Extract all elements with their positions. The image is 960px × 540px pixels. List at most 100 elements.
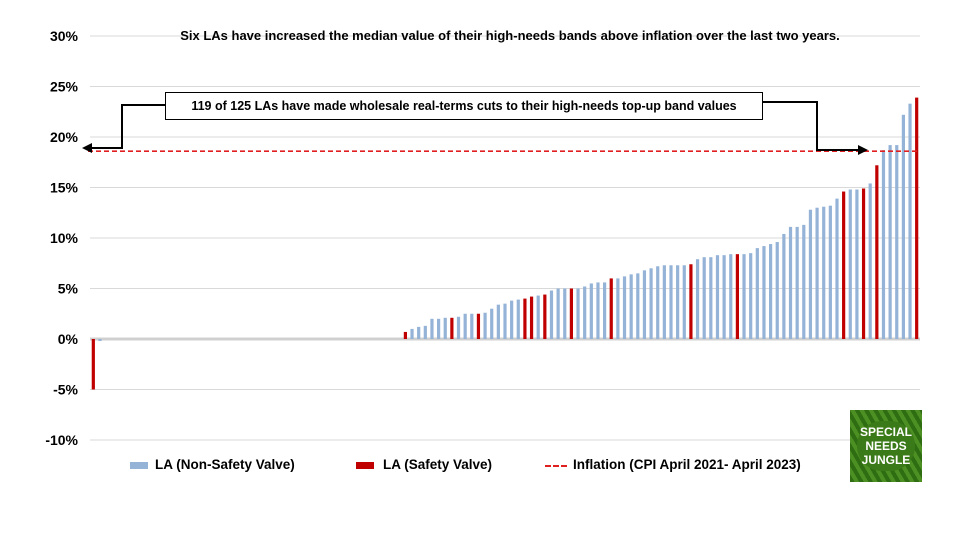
bar-non-safety-valve	[642, 270, 647, 339]
bar-safety-valve	[529, 296, 534, 339]
legend-swatch-inflation	[545, 465, 567, 467]
y-tick-label: 0%	[58, 331, 79, 347]
bar-safety-valve	[91, 339, 95, 390]
bar-non-safety-valve	[742, 254, 746, 339]
bar-non-safety-valve	[410, 328, 414, 339]
y-tick-label: 15%	[50, 180, 79, 196]
legend-swatch-safety	[356, 462, 374, 469]
bar-non-safety-valve	[855, 189, 859, 339]
bar-non-safety-valve	[463, 313, 467, 339]
bar-non-safety-valve	[901, 114, 905, 339]
bar-safety-valve	[842, 191, 846, 339]
bar-non-safety-valve	[848, 189, 852, 339]
bar-non-safety-valve	[622, 276, 627, 339]
bar-non-safety-valve	[775, 242, 779, 339]
bar-non-safety-valve	[503, 303, 507, 339]
bar-non-safety-valve	[881, 150, 886, 339]
bar-non-safety-valve	[563, 288, 567, 339]
bar-non-safety-valve	[895, 145, 899, 339]
bar-non-safety-valve	[423, 325, 427, 339]
bar-safety-valve	[915, 97, 919, 339]
bar-safety-valve	[609, 278, 613, 339]
y-tick-label: 5%	[58, 281, 79, 297]
bar-non-safety-valve	[755, 248, 759, 339]
legend-safety: LA (Safety Valve)	[383, 457, 493, 472]
bar-non-safety-valve	[815, 207, 819, 339]
bar-safety-valve	[543, 294, 547, 339]
bar-non-safety-valve	[456, 316, 461, 339]
left-arrow-head	[82, 143, 92, 153]
bar-non-safety-valve	[576, 288, 580, 339]
special-needs-jungle-logo: SPECIAL NEEDS JUNGLE	[850, 410, 922, 482]
bar-non-safety-valve	[616, 278, 620, 339]
bar-safety-valve	[689, 264, 693, 339]
bar-non-safety-valve	[795, 226, 799, 339]
bar-non-safety-valve	[868, 183, 872, 339]
bar-safety-valve	[569, 288, 573, 339]
right-arrow-head	[858, 145, 868, 155]
bar-non-safety-valve	[722, 255, 726, 339]
y-tick-label: 10%	[50, 230, 79, 246]
bar-non-safety-valve	[749, 253, 753, 339]
bar-non-safety-valve	[510, 300, 514, 339]
annotation-box: 119 of 125 LAs have made wholesale real-…	[165, 92, 763, 120]
bar-non-safety-valve	[629, 274, 633, 339]
bar-safety-valve	[735, 254, 739, 339]
legend-non-safety: LA (Non-Safety Valve)	[155, 457, 295, 472]
bar-non-safety-valve	[808, 209, 813, 339]
bar-safety-valve	[875, 165, 879, 339]
bar-non-safety-valve	[583, 286, 587, 339]
left-arrow	[90, 104, 165, 149]
bar-non-safety-valve	[649, 268, 653, 339]
bar-non-safety-valve	[762, 246, 766, 339]
bar-non-safety-valve	[536, 295, 540, 339]
y-tick-label: 30%	[50, 28, 79, 44]
bar-non-safety-valve	[835, 198, 839, 339]
y-tick-label: 20%	[50, 129, 79, 145]
bar-non-safety-valve	[682, 265, 686, 339]
bar-non-safety-valve	[417, 326, 421, 339]
bar-non-safety-valve	[715, 255, 720, 339]
bar-non-safety-valve	[709, 257, 713, 339]
bar-non-safety-valve	[556, 288, 560, 339]
bar-non-safety-valve	[430, 318, 434, 339]
bar-non-safety-valve	[822, 206, 826, 339]
bar-non-safety-valve	[676, 265, 680, 339]
bar-non-safety-valve	[802, 224, 806, 339]
bar-safety-valve	[476, 313, 481, 339]
bar-non-safety-valve	[656, 266, 660, 339]
bar-non-safety-valve	[769, 244, 773, 339]
legend-inflation: Inflation (CPI April 2021- April 2023)	[573, 457, 801, 472]
bar-non-safety-valve	[516, 299, 520, 339]
bar-non-safety-valve	[636, 273, 640, 339]
bar-non-safety-valve	[788, 226, 793, 339]
bar-safety-valve	[523, 298, 527, 339]
bar-non-safety-valve	[669, 265, 673, 339]
bar-safety-valve	[861, 188, 866, 339]
bar-non-safety-valve	[702, 257, 706, 339]
bar-safety-valve	[403, 331, 407, 339]
bar-non-safety-valve	[443, 317, 447, 339]
bar-non-safety-valve	[496, 304, 500, 339]
y-tick-label: 25%	[50, 79, 79, 95]
bar-non-safety-valve	[98, 339, 102, 342]
bar-safety-valve	[450, 317, 454, 339]
y-tick-label: -10%	[45, 432, 78, 448]
y-tick-label: -5%	[53, 382, 78, 398]
bar-non-safety-valve	[782, 233, 786, 339]
bar-non-safety-valve	[695, 259, 700, 339]
bar-non-safety-valve	[589, 283, 593, 339]
bar-non-safety-valve	[483, 312, 487, 339]
bar-non-safety-valve	[908, 103, 912, 339]
chart-title: Six LAs have increased the median value …	[180, 28, 840, 43]
bar-non-safety-valve	[729, 254, 733, 339]
bar-non-safety-valve	[596, 282, 600, 339]
bar-non-safety-valve	[662, 265, 666, 339]
bar-non-safety-valve	[549, 290, 554, 339]
bar-non-safety-valve	[888, 145, 892, 339]
bar-non-safety-valve	[437, 318, 441, 339]
legend-swatch-non-safety	[130, 462, 148, 469]
bar-non-safety-valve	[490, 308, 494, 339]
